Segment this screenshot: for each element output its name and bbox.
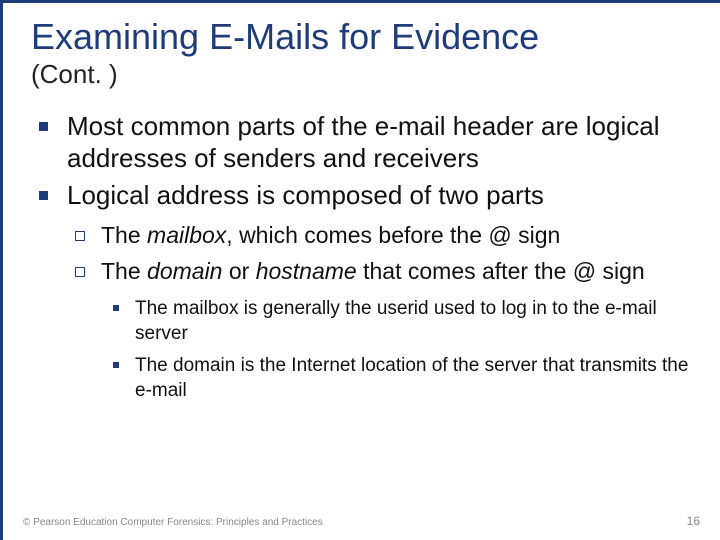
bullet-text-part: , which comes before the @ sign (226, 222, 560, 248)
bullet-text-part: or (222, 258, 255, 284)
footer-text: © Pearson Education Computer Forensics: … (23, 517, 323, 528)
page-number: 16 (687, 514, 700, 528)
bullet-text: The mailbox is generally the userid used… (135, 298, 657, 344)
bullet-text-italic: hostname (256, 258, 357, 284)
bullet-text: Logical address is composed of two parts (67, 180, 544, 210)
bullet-text-part: that comes after the @ sign (357, 258, 645, 284)
bullet-text: The domain is the Internet location of t… (135, 355, 688, 401)
bullet-list-lvl2: The mailbox, which comes before the @ si… (67, 221, 692, 404)
bullet-text: Most common parts of the e-mail header a… (67, 111, 660, 174)
bullet-lvl2: The mailbox, which comes before the @ si… (67, 221, 692, 251)
bullet-list-lvl3: The mailbox is generally the userid used… (105, 297, 692, 404)
bullet-text-italic: domain (147, 258, 222, 284)
bullet-text-part: The (101, 222, 147, 248)
bullet-lvl3: The mailbox is generally the userid used… (105, 297, 692, 346)
slide-title: Examining E-Mails for Evidence (31, 17, 692, 57)
slide-subtitle: (Cont. ) (31, 59, 692, 90)
slide-content: Most common parts of the e-mail header a… (3, 94, 720, 404)
bullet-lvl1: Logical address is composed of two parts… (31, 179, 692, 404)
bullet-lvl3: The domain is the Internet location of t… (105, 354, 692, 403)
title-block: Examining E-Mails for Evidence (Cont. ) (3, 3, 720, 94)
bullet-text-part: The (101, 258, 147, 284)
bullet-lvl1: Most common parts of the e-mail header a… (31, 110, 692, 175)
bullet-lvl2: The domain or hostname that comes after … (67, 257, 692, 404)
bullet-text-italic: mailbox (147, 222, 226, 248)
slide: Examining E-Mails for Evidence (Cont. ) … (0, 0, 720, 540)
bullet-list-lvl1: Most common parts of the e-mail header a… (31, 110, 692, 404)
